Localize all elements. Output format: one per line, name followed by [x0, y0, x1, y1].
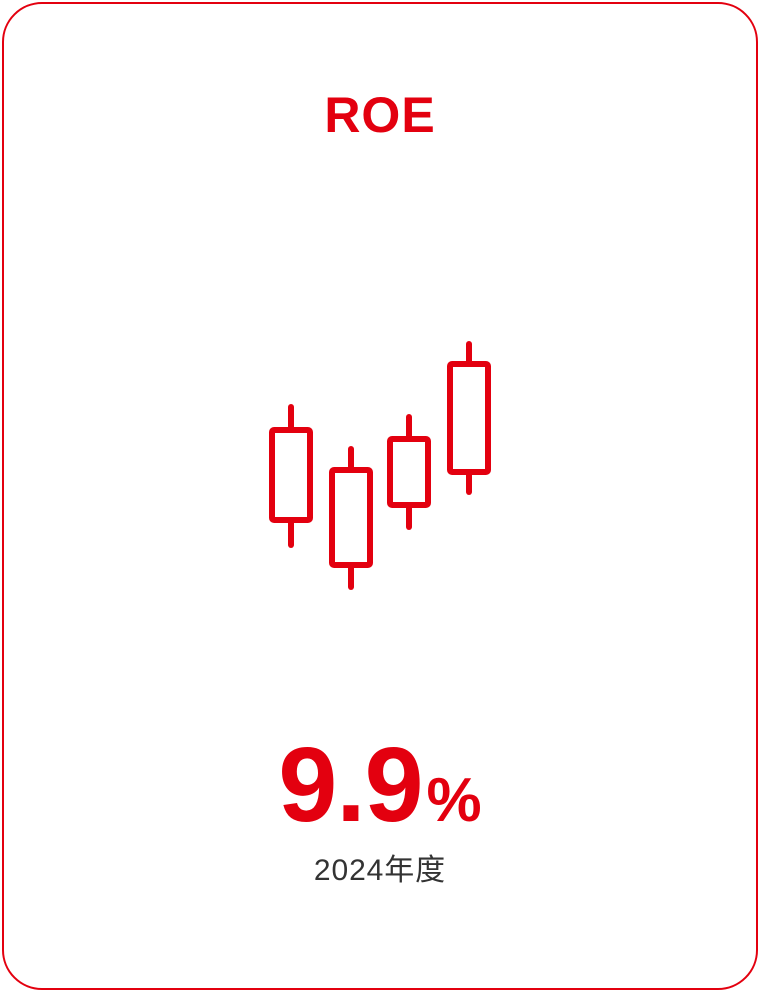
card-title: ROE [324, 87, 436, 143]
kpi-unit: % [426, 766, 482, 835]
kpi-value-row: 9.9% [4, 732, 756, 838]
kpi-period: 2024年度 [313, 854, 447, 887]
candlestick-chart-icon [269, 341, 491, 591]
kpi-value: 9.9 [278, 726, 423, 844]
candlestick-chart-svg [269, 341, 491, 590]
